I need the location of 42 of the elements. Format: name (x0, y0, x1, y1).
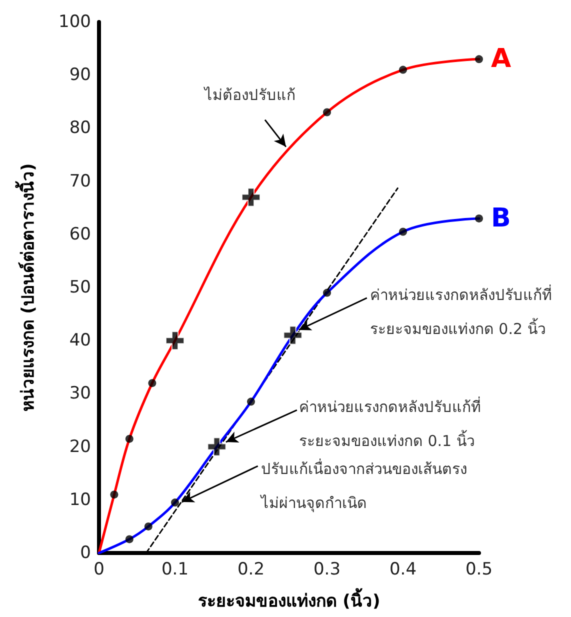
y-tick-label: 70 (69, 171, 91, 192)
y-tick-label: 10 (69, 490, 91, 510)
y-tick-label: 60 (69, 224, 91, 244)
y-axis-title: หน่วยแรงกด (ปอนด์ต่อตารางนิ้ว) (14, 163, 38, 412)
annotation: ไม่ต้องปรับแก้ (203, 86, 296, 104)
point (475, 214, 483, 222)
y-tick-label: 80 (69, 118, 91, 138)
point (247, 398, 255, 406)
x-tick-label: 0.1 (161, 560, 189, 580)
point (475, 55, 483, 64)
point (144, 522, 152, 530)
annotation: ปรับแก้เนื่องจากส่วนของเส้นตรง ไม่ผ่านจุดกำเนิด (260, 458, 467, 514)
point (242, 188, 260, 207)
point (166, 331, 184, 350)
y-tick-label: 40 (69, 330, 91, 351)
x-axis-title: ระยะจมของแท่งกด (นิ้ว) (198, 588, 380, 612)
series-label: B (491, 203, 511, 234)
y-tick-label: 100 (58, 12, 91, 32)
y-tick-label: 90 (69, 65, 91, 86)
point (323, 108, 331, 116)
point (171, 498, 179, 507)
x-tick-label: 0.3 (313, 560, 341, 580)
point (125, 434, 134, 443)
x-tick-label: 0.4 (389, 560, 417, 580)
y-tick-label: 50 (69, 278, 91, 298)
x-tick-label: 0.2 (237, 560, 265, 580)
x-tick-label: 0.5 (465, 560, 493, 580)
y-tick-label: 30 (69, 384, 91, 404)
point (148, 379, 156, 388)
series-label: A (491, 44, 512, 74)
y-tick-label: 0 (80, 543, 91, 563)
point (399, 66, 407, 74)
point (399, 228, 407, 236)
y-tick-label: 20 (69, 436, 91, 457)
annotation: ค่าหน่วยแรงกดหลังปรับแก้ที่ ระยะจมของแท่งกด 0.1 นิ้ว (298, 396, 481, 450)
point (207, 437, 226, 456)
point (283, 326, 302, 345)
point (110, 490, 118, 499)
annotation: ค่าหน่วยแรงกดหลังปรับแก้ที่ ระยะจมของแท่งกด 0.2 นิ้ว (370, 284, 552, 338)
x-tick-label: 0 (94, 560, 104, 580)
point (125, 535, 134, 544)
point (323, 288, 331, 297)
